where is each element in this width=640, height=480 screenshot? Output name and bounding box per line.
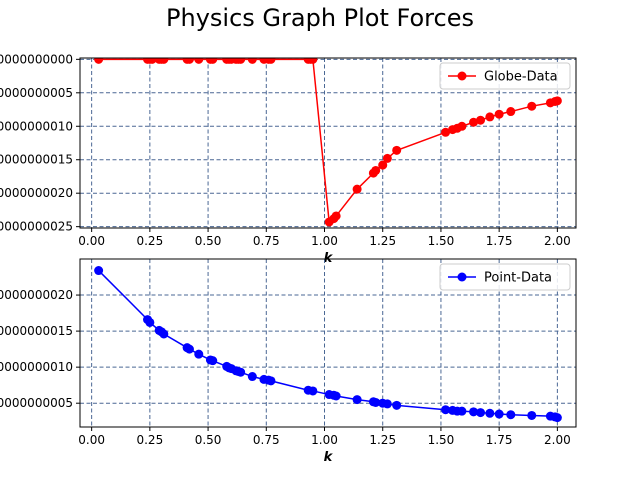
x-tick-label: 0.00 [78,234,105,248]
data-point [159,58,169,64]
data-point [392,400,402,410]
data-point [184,58,194,64]
x-tick-label: 1.50 [428,234,455,248]
y-tick-labels: 0000000005 0000000010 0000000015 0000000020 [0,288,73,410]
data-point [159,329,169,339]
x-tick-label: 0.25 [136,433,163,447]
x-tick-label: 0.25 [136,234,163,248]
data-point [506,410,516,420]
axes-frame [79,258,577,428]
data-point [476,408,486,418]
x-tick-label: 1.75 [486,234,513,248]
data-point [494,409,504,419]
data-point [476,115,486,125]
data-point [506,107,516,117]
data-point [382,153,392,163]
y-tick-label: 0000000015 [0,324,73,338]
x-tick-label: 1.00 [311,433,338,447]
data-point [392,145,402,155]
legend-label: Point-Data [484,271,552,286]
data-point [469,117,479,127]
x-tick-label: 0.75 [253,433,280,447]
data-point [494,109,504,119]
data-point [208,58,218,64]
data-point [485,408,495,418]
data-point [352,395,362,405]
legend: Globe-Data [439,62,571,90]
x-tick-label: 1.25 [369,234,396,248]
x-tick-label: 1.25 [369,433,396,447]
legend-box [439,62,571,90]
data-point [145,317,155,327]
legend-swatch-marker [457,272,467,282]
data-point [208,356,218,366]
data-point [94,58,104,64]
y-tick-label: 0000000000 [0,52,73,66]
data-point [247,58,257,64]
data-point [382,399,392,409]
data-point [469,407,479,417]
y-tick-label: 0000000010 [0,119,73,133]
data-point [236,58,246,64]
data-point [236,367,246,377]
data-point [552,413,562,423]
data-point [527,410,537,420]
bottom-chart: 0.00 0.25 0.50 0.75 1.00 1.25 1.50 1.75 2.00 0000… [0,258,577,465]
x-tick-label: 1.75 [486,433,513,447]
data-point [457,406,467,416]
legend-label: Globe-Data [484,70,558,85]
y-tick-label: 0000000015 [0,153,73,167]
y-tick-label: 0000000010 [0,360,73,374]
x-tick-label: 2.00 [544,234,571,248]
x-tick-label: 1.00 [311,234,338,248]
y-tick-label: 0000000005 [0,396,73,410]
data-point [371,165,381,175]
data-point [441,405,451,415]
y-tick-label: 0000000020 [0,288,73,302]
data-point [331,391,341,401]
y-tick-label: 0000000020 [0,186,73,200]
series-Globe-Data [94,58,562,227]
x-tick-label: 1.50 [428,433,455,447]
top-chart: 0.00 0.25 0.50 0.75 1.00 1.25 1.50 1.75 2.00 0000… [0,52,577,266]
data-point [485,112,495,122]
data-point [552,96,562,106]
x-tick-label: 0.00 [78,433,105,447]
data-point [331,211,341,221]
y-tick-labels: 0000000000 0000000005 0000000010 0000000015… [0,52,73,233]
data-point [147,58,157,64]
data-point [352,184,362,194]
legend: Point-Data [439,263,571,291]
x-tick-label: 2.00 [544,433,571,447]
data-point [266,58,276,64]
x-axis-label: k [324,450,334,465]
data-point [266,376,276,386]
data-point [371,397,381,407]
series-Point-Data [94,266,562,423]
data-point [457,121,467,131]
data-point [308,58,318,64]
x-tick-label: 0.75 [253,234,280,248]
y-tick-label: 0000000005 [0,86,73,100]
legend-box [439,263,571,291]
data-point [308,386,318,396]
legend-swatch-marker [457,71,467,81]
y-tick-label: 0000000025 [0,220,73,234]
axes-frame [79,57,577,229]
data-point [194,58,204,64]
figure-title: Physics Graph Plot Forces [166,4,474,32]
x-tick-label: 0.50 [195,234,222,248]
data-point [194,349,204,359]
data-point [94,266,104,276]
data-point [378,160,388,170]
x-tick-label: 0.50 [195,433,222,447]
data-point [527,101,537,111]
data-point [441,127,451,137]
grid-lines [80,58,576,228]
data-point [247,372,257,382]
data-point [184,344,194,354]
